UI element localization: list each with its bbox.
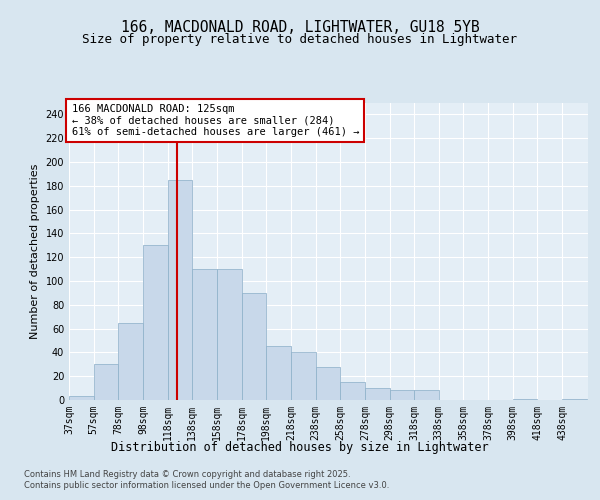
- Bar: [192, 269, 217, 400]
- Text: Contains public sector information licensed under the Open Government Licence v3: Contains public sector information licen…: [24, 481, 389, 490]
- Bar: [94, 364, 118, 400]
- Bar: [414, 390, 439, 400]
- Bar: [316, 366, 340, 400]
- Bar: [217, 269, 242, 400]
- Bar: [513, 399, 538, 400]
- Bar: [389, 390, 414, 400]
- Bar: [167, 180, 192, 400]
- Bar: [242, 293, 266, 400]
- Bar: [69, 396, 94, 400]
- Bar: [340, 382, 365, 400]
- Bar: [143, 246, 167, 400]
- Text: 166 MACDONALD ROAD: 125sqm
← 38% of detached houses are smaller (284)
61% of sem: 166 MACDONALD ROAD: 125sqm ← 38% of deta…: [71, 104, 359, 137]
- Bar: [365, 388, 389, 400]
- Bar: [562, 399, 587, 400]
- Text: Size of property relative to detached houses in Lightwater: Size of property relative to detached ho…: [83, 34, 517, 46]
- Y-axis label: Number of detached properties: Number of detached properties: [30, 164, 40, 339]
- Text: Distribution of detached houses by size in Lightwater: Distribution of detached houses by size …: [111, 441, 489, 454]
- Bar: [266, 346, 291, 400]
- Text: 166, MACDONALD ROAD, LIGHTWATER, GU18 5YB: 166, MACDONALD ROAD, LIGHTWATER, GU18 5Y…: [121, 20, 479, 35]
- Bar: [118, 322, 143, 400]
- Text: Contains HM Land Registry data © Crown copyright and database right 2025.: Contains HM Land Registry data © Crown c…: [24, 470, 350, 479]
- Bar: [291, 352, 316, 400]
